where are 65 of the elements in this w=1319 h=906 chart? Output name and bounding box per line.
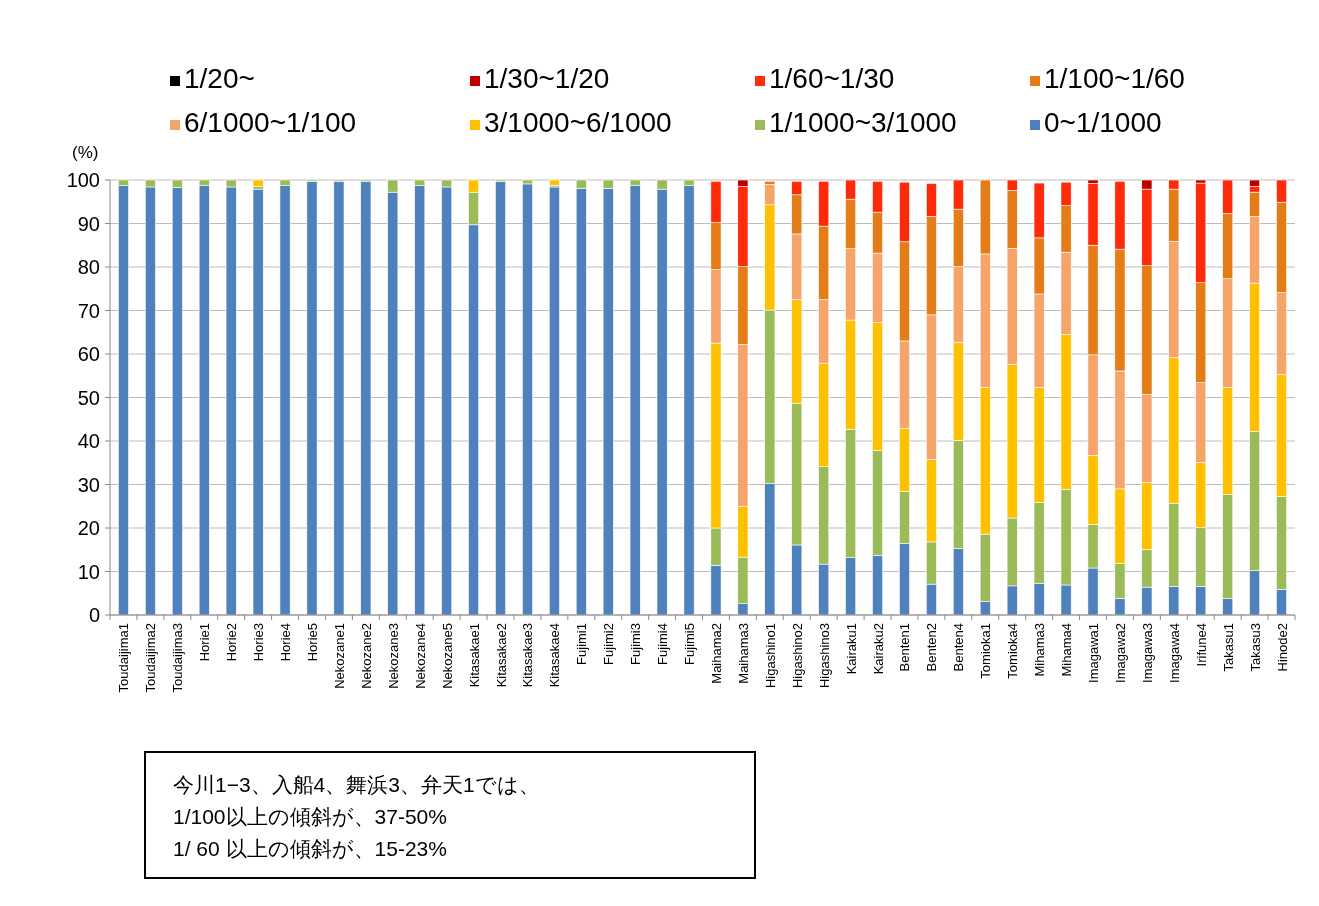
y-tick-label: 100 bbox=[66, 169, 100, 191]
y-tick-label: 30 bbox=[77, 473, 100, 496]
x-tick-label: Kitasakae4 bbox=[547, 623, 563, 688]
x-tick-label: Horie5 bbox=[304, 623, 320, 662]
legend-label: 3/1000~6/1000 bbox=[484, 107, 672, 138]
y-tick-label: 70 bbox=[77, 299, 100, 322]
x-tick-label: Higashino3 bbox=[816, 623, 832, 689]
x-tick-label: Nekozane4 bbox=[412, 623, 428, 689]
x-tick-label: Fujimi2 bbox=[601, 623, 617, 665]
x-tick-label: Mihama4 bbox=[1059, 623, 1075, 677]
x-tick-label: Mihama3 bbox=[1032, 623, 1048, 677]
x-tick-label: Irifune4 bbox=[1193, 623, 1209, 667]
x-tick-label: Horie2 bbox=[224, 623, 240, 662]
x-tick-label: Imagawa1 bbox=[1086, 623, 1102, 683]
x-tick-label: Fujimi4 bbox=[655, 623, 671, 665]
x-tick-label: Toudaijima3 bbox=[170, 623, 186, 693]
y-tick-label: 60 bbox=[77, 343, 100, 365]
legend-label: 6/1000~1/100 bbox=[184, 107, 357, 138]
y-tick-label: 0 bbox=[88, 604, 100, 626]
x-tick-label: Kitasakae3 bbox=[520, 623, 536, 688]
x-tick-label: Benten2 bbox=[924, 623, 940, 672]
legend-label: 1/30~1/20 bbox=[484, 63, 610, 94]
x-tick-label: Kairaku1 bbox=[843, 623, 859, 675]
x-tick-label: Fujimi3 bbox=[628, 623, 644, 665]
x-tick-label: Higashino1 bbox=[762, 623, 778, 689]
text: 今川1−3、入船4、舞浜3、弁天1では、 1/100以上の傾斜が、37-50% 1/ 60 以上の傾斜が、15-23% bbox=[173, 773, 540, 860]
x-tick-label: Tomioka1 bbox=[978, 623, 994, 679]
legend-label: 1/100~1/60 bbox=[1044, 63, 1185, 94]
x-tick-label: Horie1 bbox=[197, 623, 213, 662]
x-tick-label: Kitasakae2 bbox=[493, 623, 509, 688]
y-axis-title: (%) bbox=[72, 143, 99, 162]
x-tick-label: Kairaku2 bbox=[870, 623, 886, 675]
x-tick-label: Horie4 bbox=[278, 623, 294, 662]
x-tick-label: Takasu3 bbox=[1247, 623, 1263, 672]
x-tick-label: Toudaijima1 bbox=[116, 623, 132, 693]
x-tick-label: Nekozane5 bbox=[439, 623, 455, 689]
x-tick-label: Hinode2 bbox=[1274, 623, 1290, 672]
x-tick-label: Imagawa3 bbox=[1139, 623, 1155, 683]
x-tick-label: Toudaijima2 bbox=[143, 623, 159, 693]
x-tick-label: Fujimi5 bbox=[682, 623, 698, 665]
x-tick-label: Imagawa2 bbox=[1112, 623, 1128, 683]
legend-label: 0~1/1000 bbox=[1044, 107, 1162, 138]
x-tick-label: Imagawa4 bbox=[1166, 623, 1182, 683]
x-tick-label: Maihama3 bbox=[735, 623, 751, 684]
y-tick-label: 20 bbox=[77, 517, 100, 539]
y-tick-label: 10 bbox=[77, 560, 100, 583]
x-tick-label: Nekozane1 bbox=[331, 623, 347, 689]
legend-label: 1/1000~3/1000 bbox=[769, 107, 957, 138]
x-tick-label: Horie3 bbox=[251, 623, 267, 662]
x-tick-label: Nekozane3 bbox=[385, 623, 401, 689]
x-tick-label: Takasu1 bbox=[1220, 623, 1236, 672]
x-tick-label: Benten1 bbox=[897, 623, 913, 672]
y-tick-label: 90 bbox=[77, 212, 100, 235]
x-tick-label: Tomioka4 bbox=[1005, 623, 1021, 679]
x-tick-label: Nekozane2 bbox=[358, 623, 374, 689]
x-tick-label: Kitasakae1 bbox=[466, 623, 482, 688]
x-tick-label: Fujimi1 bbox=[574, 623, 590, 665]
y-tick-label: 80 bbox=[77, 256, 100, 278]
x-tick-label: Benten4 bbox=[951, 623, 967, 672]
x-tick-label: Maihama2 bbox=[708, 623, 724, 684]
legend-label: 1/60~1/30 bbox=[769, 63, 895, 94]
x-tick-label: Higashino2 bbox=[789, 623, 805, 689]
y-tick-label: 50 bbox=[77, 386, 100, 409]
legend-label: 1/20~ bbox=[184, 63, 255, 94]
y-tick-label: 40 bbox=[77, 430, 100, 452]
